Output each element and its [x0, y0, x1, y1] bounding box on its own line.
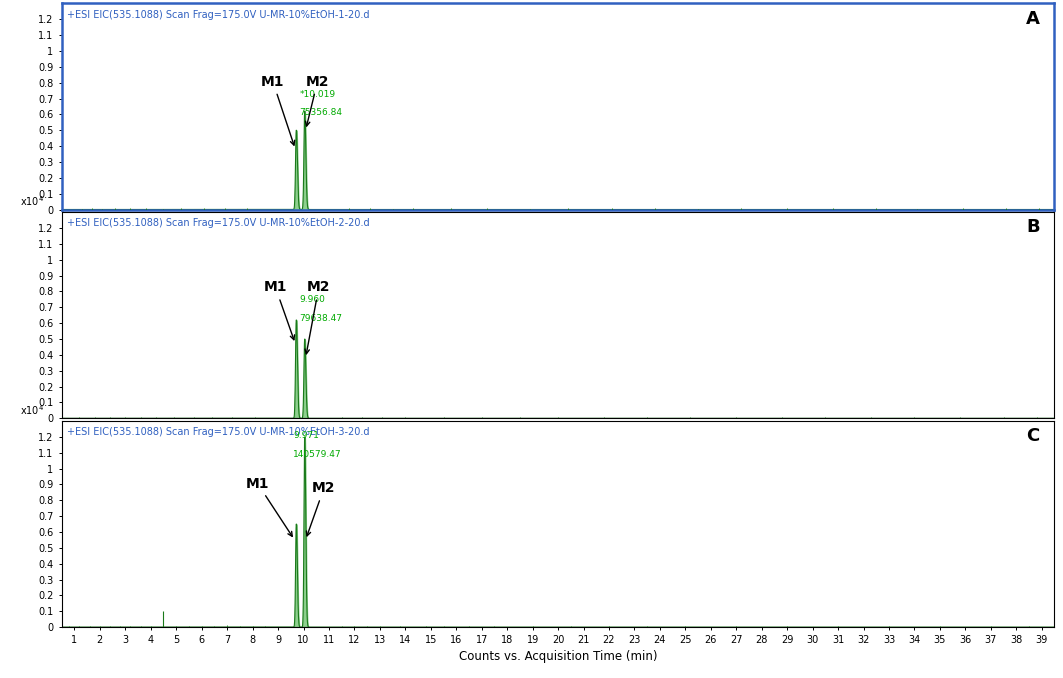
Text: M2: M2 — [305, 281, 331, 354]
Text: M1: M1 — [246, 477, 292, 536]
Text: 9.960: 9.960 — [299, 295, 325, 304]
Text: +ESI EIC(535.1088) Scan Frag=175.0V U-MR-10%EtOH-1-20.d: +ESI EIC(535.1088) Scan Frag=175.0V U-MR… — [67, 9, 369, 20]
Text: 9.971: 9.971 — [293, 431, 319, 440]
Text: 75356.84: 75356.84 — [300, 108, 342, 117]
Text: A: A — [1026, 9, 1040, 28]
Text: M1: M1 — [261, 75, 294, 145]
Text: 79638.47: 79638.47 — [299, 314, 342, 323]
Text: *10.019: *10.019 — [300, 89, 336, 98]
Text: M2: M2 — [306, 481, 336, 536]
X-axis label: Counts vs. Acquisition Time (min): Counts vs. Acquisition Time (min) — [459, 650, 657, 662]
Text: M2: M2 — [305, 75, 330, 126]
Text: x10$^4$: x10$^4$ — [20, 195, 45, 208]
Text: C: C — [1027, 427, 1040, 445]
Text: M1: M1 — [264, 281, 294, 340]
Text: B: B — [1026, 218, 1040, 237]
Text: +ESI EIC(535.1088) Scan Frag=175.0V U-MR-10%EtOH-2-20.d: +ESI EIC(535.1088) Scan Frag=175.0V U-MR… — [67, 218, 369, 228]
Text: x10$^4$: x10$^4$ — [20, 403, 45, 417]
Text: +ESI EIC(535.1088) Scan Frag=175.0V U-MR-10%EtOH-3-20.d: +ESI EIC(535.1088) Scan Frag=175.0V U-MR… — [67, 427, 369, 437]
Text: 140579.47: 140579.47 — [293, 450, 342, 458]
